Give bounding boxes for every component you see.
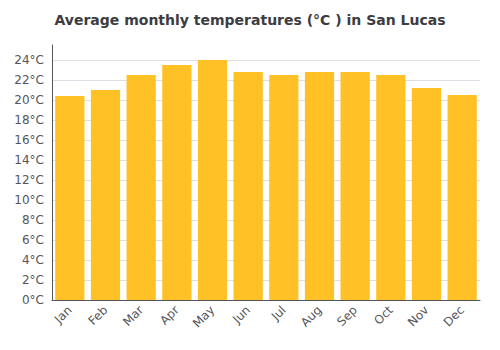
svg-text:Nov: Nov (405, 303, 431, 329)
svg-text:20°C: 20°C (14, 93, 44, 107)
svg-text:6°C: 6°C (22, 233, 44, 247)
svg-text:10°C: 10°C (14, 193, 44, 207)
svg-text:22°C: 22°C (14, 73, 44, 87)
svg-text:18°C: 18°C (14, 113, 44, 127)
svg-text:Average monthly temperatures (: Average monthly temperatures (°C ) in Sa… (54, 12, 445, 28)
svg-text:Dec: Dec (441, 303, 467, 329)
svg-text:8°C: 8°C (22, 213, 44, 227)
svg-text:Oct: Oct (371, 303, 396, 328)
svg-text:14°C: 14°C (14, 153, 44, 167)
svg-text:4°C: 4°C (22, 253, 44, 267)
svg-text:Mar: Mar (120, 303, 146, 329)
svg-text:Aug: Aug (298, 303, 324, 329)
svg-text:24°C: 24°C (14, 53, 44, 67)
svg-text:May: May (190, 303, 217, 330)
svg-text:2°C: 2°C (22, 273, 44, 287)
svg-text:Sep: Sep (334, 303, 360, 329)
svg-text:Feb: Feb (86, 303, 111, 328)
svg-text:Jul: Jul (268, 303, 289, 324)
svg-text:12°C: 12°C (14, 173, 44, 187)
svg-text:Jan: Jan (51, 303, 75, 327)
svg-text:Apr: Apr (157, 303, 182, 328)
svg-text:Jun: Jun (229, 303, 253, 327)
svg-text:16°C: 16°C (14, 133, 44, 147)
svg-text:0°C: 0°C (22, 293, 44, 307)
